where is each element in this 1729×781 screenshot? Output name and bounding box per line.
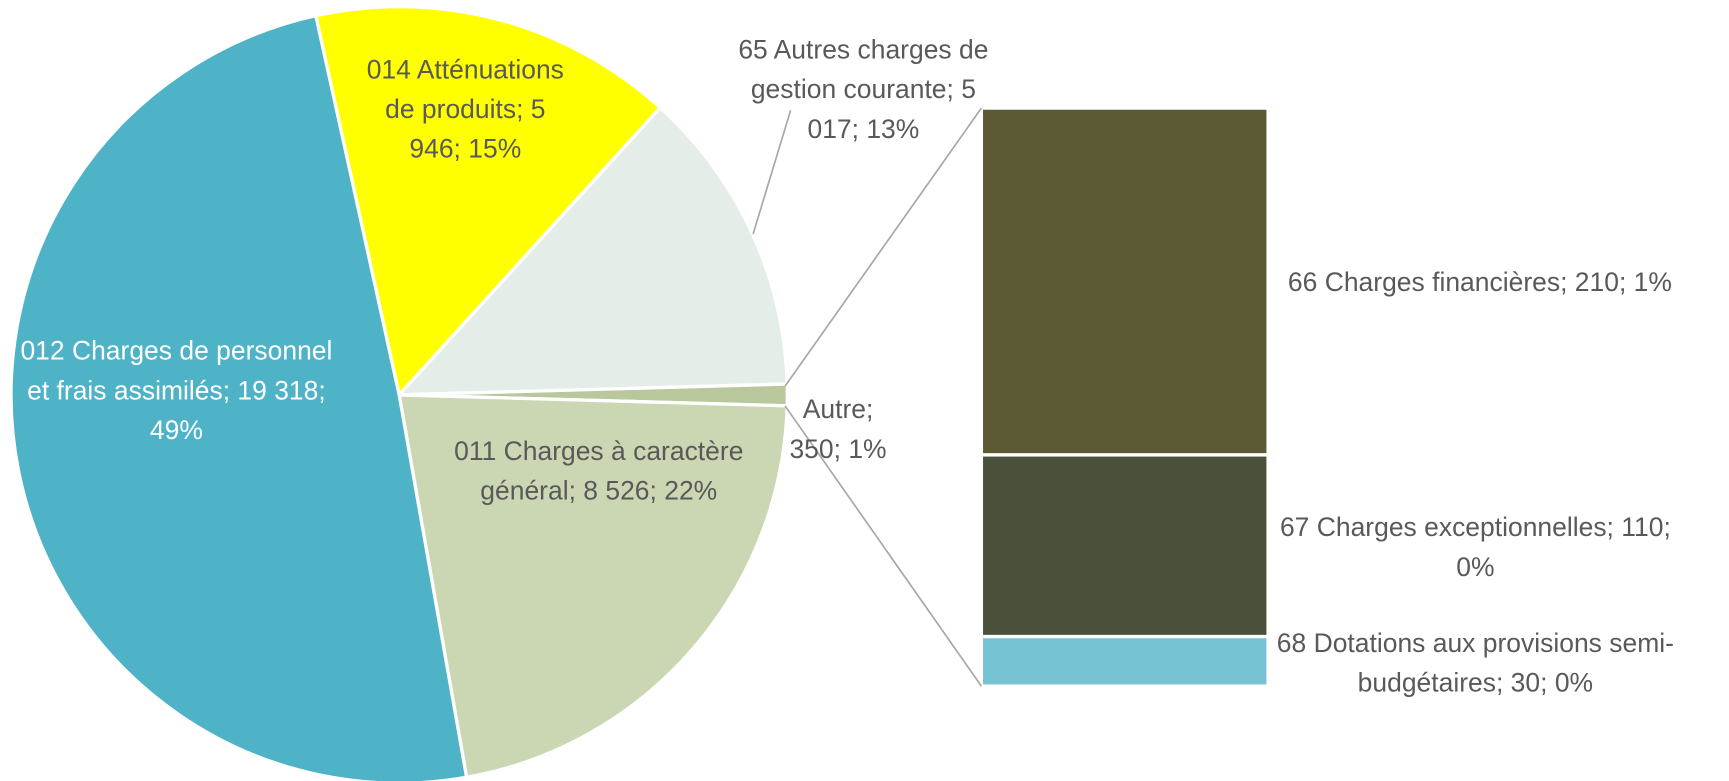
bar-segment [979, 453, 1270, 639]
data-label: 68 Dotations aux provisions semi-budgéta… [1276, 628, 1674, 699]
data-label-wrap: 66 Charges financières; 210; 1% [1288, 151, 1722, 416]
data-label-wrap: 65 Autres charges de gestion courante; 5… [737, 0, 991, 223]
data-label: Autre; 350; 1% [789, 394, 887, 465]
data-label: 012 Charges de personnel et frais assimi… [20, 336, 333, 446]
connector-line [784, 405, 983, 687]
pie-slice [9, 13, 469, 781]
data-label-wrap: 68 Dotations aux provisions semi-budgéta… [1271, 532, 1679, 781]
data-label-box: 66 Charges financières; 210; 1% [1288, 151, 1722, 416]
pie-slice [395, 105, 789, 397]
data-label-box: 012 Charges de personnel et frais assimi… [11, 259, 342, 524]
data-label-wrap: 014 Atténuations de produits; 5 946; 15% [366, 0, 564, 243]
pie-slice [397, 393, 789, 780]
data-label: 66 Charges financières; 210; 1% [1287, 268, 1672, 298]
data-label-wrap: Autre; 350; 1% [788, 298, 887, 563]
data-label-box: 014 Atténuations de produits; 5 946; 15% [366, 0, 564, 243]
data-label-wrap: 011 Charges à caractère général; 8 526; … [422, 340, 775, 605]
data-label-box: 68 Dotations aux provisions semi-budgéta… [1271, 532, 1679, 781]
data-label-wrap: 67 Charges exceptionnelles; 110; 0% [1271, 416, 1679, 681]
data-label: 014 Atténuations de produits; 5 946; 15% [366, 55, 564, 165]
data-label-box: 65 Autres charges de gestion courante; 5… [737, 0, 991, 223]
data-label-box: Autre; 350; 1% [788, 298, 887, 563]
leader-line [752, 110, 792, 235]
connector-line [784, 107, 983, 387]
bar-segment [979, 106, 1270, 457]
data-label-box: 011 Charges à caractère général; 8 526; … [422, 340, 775, 605]
pie-slice [313, 4, 663, 399]
data-label-wrap: 012 Charges de personnel et frais assimi… [11, 259, 342, 524]
data-label-box: 67 Charges exceptionnelles; 110; 0% [1271, 416, 1679, 681]
data-label: 67 Charges exceptionnelles; 110; 0% [1279, 512, 1671, 583]
data-label: 011 Charges à caractère général; 8 526; … [454, 436, 744, 507]
bar-segment [979, 634, 1270, 688]
data-label: 65 Autres charges de gestion courante; 5… [738, 35, 989, 145]
